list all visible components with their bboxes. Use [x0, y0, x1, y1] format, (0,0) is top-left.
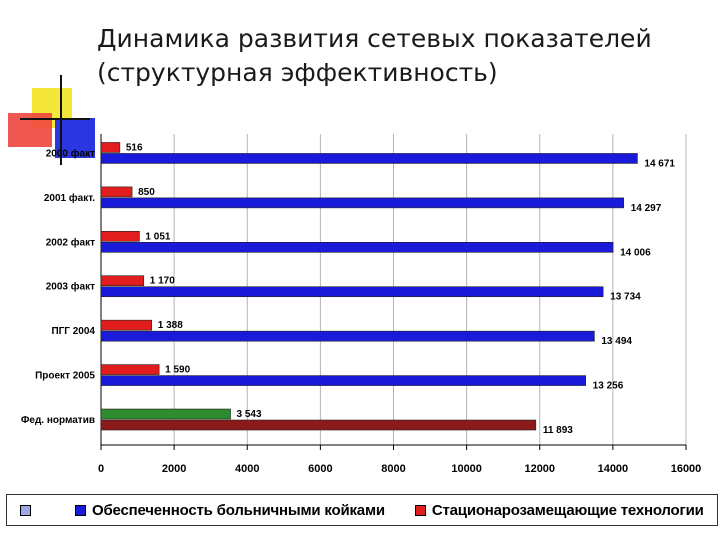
- bar-tech: [100, 275, 145, 287]
- bar-tech: [100, 231, 140, 242]
- data-label-beds: 13 494: [601, 336, 632, 347]
- bar-chart: 0 2000 4000 6000 8000 10000 12000 14000 16000 200…: [21, 134, 702, 475]
- chart-legend: Обеспеченность больничными койками Стаци…: [6, 494, 718, 526]
- bar-beds: [100, 286, 604, 298]
- decor-horizontal-line: [20, 118, 90, 120]
- data-label-beds: 13 734: [610, 292, 641, 303]
- bar-tech: [100, 408, 231, 420]
- title-line-2: (структурная эффективность): [97, 58, 498, 87]
- x-tick-label: 2000: [162, 463, 186, 475]
- data-label-tech: 1 388: [158, 320, 183, 331]
- x-tick-label: 14000: [598, 463, 629, 475]
- bar-beds: [100, 197, 625, 209]
- x-tick-label: 0: [98, 463, 104, 475]
- bar-beds: [100, 153, 638, 164]
- category-label: 2000 факт: [46, 147, 95, 159]
- bar-beds: [100, 330, 595, 342]
- category-label: ПГГ 2004: [51, 326, 95, 337]
- data-label-tech: 1 170: [150, 276, 175, 287]
- slide-title: Динамика развития сетевых показателей (с…: [97, 22, 697, 90]
- category-label: 2001 факт.: [44, 192, 95, 204]
- data-label-beds: 14 006: [620, 247, 651, 258]
- legend-label-beds: Обеспеченность больничными койками: [92, 501, 385, 519]
- x-tick-label: 8000: [381, 463, 405, 475]
- legend-item-tech: Стационарозамещающие технологии: [414, 501, 704, 519]
- category-label: Фед. норматив: [21, 415, 95, 426]
- category-label: 2002 факт: [46, 236, 95, 248]
- bar-beds: [100, 242, 614, 253]
- x-tick-label: 6000: [308, 463, 332, 475]
- data-label-tech: 1 051: [145, 231, 170, 242]
- bar-tech: [100, 142, 121, 153]
- legend-swatch-tech: [414, 504, 426, 516]
- data-label-beds: 11 893: [543, 425, 573, 436]
- title-line-1: Динамика развития сетевых показателей: [97, 24, 652, 53]
- x-tick-label: 4000: [235, 463, 259, 475]
- decor-vertical-line: [60, 75, 62, 165]
- legend-item-beds: Обеспеченность больничными койками: [75, 502, 385, 519]
- bar-tech: [100, 364, 160, 375]
- data-label-beds: 14 297: [631, 203, 662, 214]
- data-label-beds: 13 256: [593, 381, 624, 392]
- legend-label-tech: Стационарозамещающие технологии: [431, 501, 704, 519]
- data-label-tech: 1 590: [165, 365, 190, 376]
- bar-tech: [100, 186, 133, 198]
- x-tick-label: 16000: [671, 463, 702, 475]
- legend-swatch-beds: [75, 504, 86, 516]
- category-label: 2003 факт: [46, 281, 95, 293]
- data-label-tech: 3 543: [237, 409, 262, 420]
- data-label-tech: 516: [126, 142, 143, 153]
- bar-beds: [100, 419, 537, 431]
- x-tick-label: 12000: [524, 463, 555, 475]
- legend-swatch-misc: [20, 504, 31, 516]
- bar-tech: [100, 319, 153, 331]
- bar-beds: [100, 375, 586, 386]
- data-label-beds: 14 671: [644, 158, 675, 169]
- category-label: Проект 2005: [35, 371, 95, 382]
- data-label-tech: 850: [138, 187, 155, 198]
- x-tick-label: 10000: [451, 463, 482, 475]
